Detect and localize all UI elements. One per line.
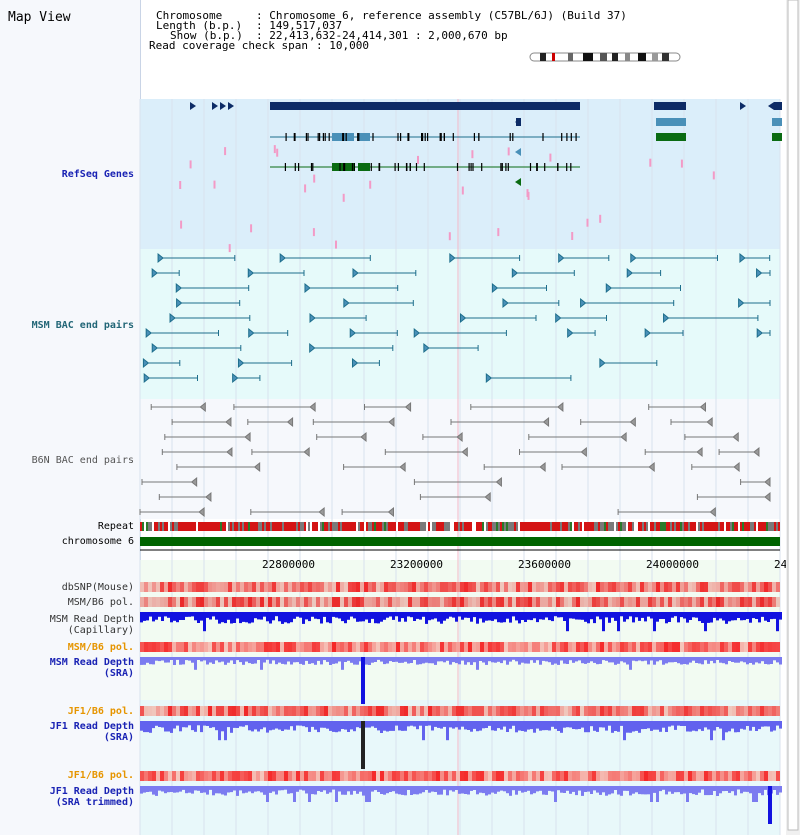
track-label-dbsnp[interactable]: dbSNP(Mouse) bbox=[61, 582, 134, 593]
track-label-jf1-depth-trimmed[interactable]: JF1 Read Depth (SRA trimmed) bbox=[49, 786, 134, 808]
page-title: Map View bbox=[8, 10, 71, 25]
track-label-msm-depth-capillary[interactable]: MSM Read Depth (Capillary) bbox=[49, 614, 134, 636]
length-label: Length (b.p.) bbox=[156, 19, 243, 32]
track-label-chromosome[interactable]: chromosome 6 bbox=[61, 536, 134, 547]
msm-bac-end-pairs[interactable] bbox=[142, 252, 771, 384]
repeat-track[interactable] bbox=[140, 522, 780, 531]
track-label-jf1-b6-pol-2[interactable]: JF1/B6 pol. bbox=[67, 770, 134, 781]
show-label: Show (b.p.) bbox=[170, 29, 243, 42]
chromosome-label: Chromosome bbox=[156, 9, 223, 22]
polymorphism-heat-strips[interactable] bbox=[140, 582, 780, 781]
axis-tick-4: 24000000 bbox=[646, 558, 699, 571]
track-label-jf1-b6-pol[interactable]: JF1/B6 pol. bbox=[67, 706, 134, 717]
axis-tick-2: 23200000 bbox=[390, 558, 443, 571]
refseq-genes[interactable] bbox=[179, 102, 782, 253]
position-axis: 22800000 23200000 23600000 24000000 2440 bbox=[140, 549, 800, 571]
axis-tick-3: 23600000 bbox=[518, 558, 571, 571]
read-depth-tracks[interactable] bbox=[140, 612, 782, 824]
chromosome-bar[interactable] bbox=[140, 537, 780, 546]
track-label-b6n-bac[interactable]: B6N BAC end pairs bbox=[31, 455, 134, 466]
coverage-value: : 10,000 bbox=[316, 39, 369, 52]
track-label-msm-bac[interactable]: MSM BAC end pairs bbox=[31, 320, 134, 331]
track-label-msm-b6-pol[interactable]: MSM/B6 pol. bbox=[67, 597, 134, 608]
track-label-refseq[interactable]: RefSeq Genes bbox=[61, 169, 134, 180]
chromosome-ideogram[interactable] bbox=[529, 52, 681, 62]
show-value: : 22,413,632-24,414,301 : 2,000,670 bp bbox=[256, 29, 508, 42]
length-value: : 149,517,037 bbox=[256, 19, 343, 32]
coverage-label: Read coverage check span bbox=[149, 39, 308, 52]
track-label-msm-b6-pol-2[interactable]: MSM/B6 pol. bbox=[67, 642, 134, 653]
track-label-msm-depth-sra[interactable]: MSM Read Depth (SRA) bbox=[49, 657, 134, 679]
track-label-repeat[interactable]: Repeat bbox=[97, 521, 134, 532]
b6n-bac-end-pairs[interactable] bbox=[139, 401, 771, 518]
chromosome-value: : Chromosome 6, reference assembly (C57B… bbox=[256, 9, 627, 22]
left-panel bbox=[0, 0, 141, 835]
axis-tick-1: 22800000 bbox=[262, 558, 315, 571]
track-label-jf1-depth-sra[interactable]: JF1 Read Depth (SRA) bbox=[49, 721, 134, 743]
scrollbar-thumb[interactable] bbox=[787, 0, 799, 831]
